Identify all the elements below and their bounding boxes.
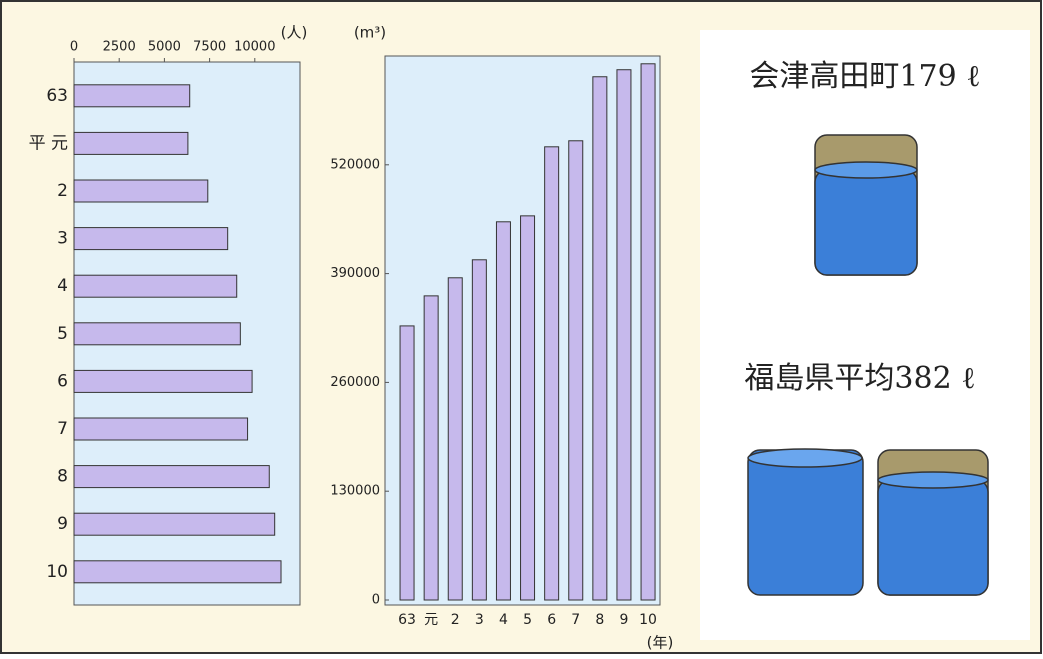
x-tick-label: 10 (639, 612, 657, 628)
y-tick-label: 520000 (330, 157, 380, 172)
x-tick-label: 0 (70, 40, 78, 55)
y-tick-label: 10 (46, 562, 68, 582)
y-tick-label: 7 (57, 419, 68, 439)
y-tick-label: 390000 (330, 266, 380, 281)
bar (399, 325, 415, 601)
x-tick-label: 10000 (234, 40, 275, 55)
x-axis-label: (年) (647, 634, 674, 652)
bar (73, 84, 191, 108)
barrel-icon (747, 448, 864, 596)
x-tick-label: 4 (499, 612, 508, 628)
bar (520, 215, 536, 601)
y-tick-label: 130000 (330, 484, 380, 499)
barrel-icon (877, 449, 989, 596)
panel-label: 会津高田町179 ℓ (749, 59, 980, 94)
bar (73, 512, 276, 536)
barrel-icon (814, 134, 918, 276)
bar (495, 221, 511, 601)
y-tick-label: 260000 (330, 375, 380, 390)
y-tick-label: 0 (372, 593, 380, 608)
bar (640, 63, 656, 601)
bar (471, 259, 487, 601)
bar (73, 274, 238, 298)
bar (423, 295, 439, 601)
x-axis-label: (人) (281, 24, 308, 42)
x-tick-label: 元 (424, 612, 438, 628)
y-tick-label: 3 (57, 229, 68, 249)
y-tick-label: 平 元 (29, 133, 68, 153)
x-tick-label: 6 (547, 612, 556, 628)
bar (73, 560, 282, 584)
y-tick-label: 4 (57, 276, 68, 296)
bar (73, 131, 189, 155)
x-tick-label: 7 (571, 612, 580, 628)
x-tick-label: 7500 (193, 40, 226, 55)
bar (447, 277, 463, 601)
x-tick-label: 8 (595, 612, 604, 628)
x-tick-label: 9 (619, 612, 628, 628)
bar (73, 417, 249, 441)
y-tick-label: 6 (57, 371, 68, 391)
y-tick-label: 63 (46, 86, 68, 106)
bar (73, 227, 229, 251)
panel-label: 福島県平均382 ℓ (744, 361, 975, 396)
bar (73, 179, 209, 203)
y-axis-label: (m³) (354, 24, 386, 42)
x-tick-label: 5000 (148, 40, 181, 55)
bar (73, 322, 241, 346)
bar (592, 76, 608, 601)
bar (568, 140, 584, 601)
y-tick-label: 8 (57, 467, 68, 487)
x-tick-label: 5 (523, 612, 532, 628)
x-tick-label: 2500 (103, 40, 136, 55)
x-tick-label: 63 (398, 612, 416, 628)
bar (616, 69, 632, 601)
bar (73, 369, 253, 393)
y-tick-label: 5 (57, 324, 68, 344)
y-tick-label: 2 (57, 181, 68, 201)
x-tick-label: 2 (451, 612, 460, 628)
x-tick-label: 3 (475, 612, 484, 628)
bar (73, 465, 270, 489)
bar (544, 146, 560, 601)
y-tick-label: 9 (57, 514, 68, 534)
